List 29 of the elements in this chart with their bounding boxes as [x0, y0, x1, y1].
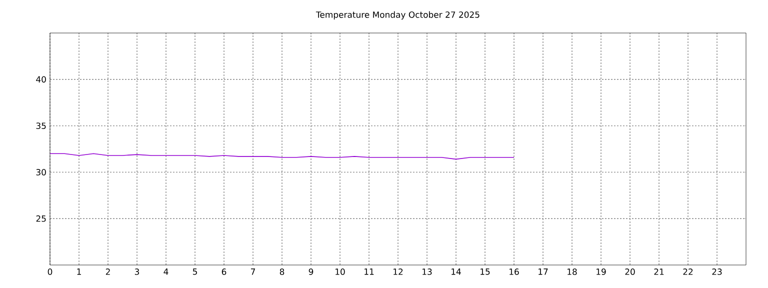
x-tick-label: 8 — [280, 268, 284, 275]
y-tick-label: 25 — [36, 215, 46, 222]
x-tick-label: 7 — [251, 268, 255, 275]
x-tick-label: 19 — [596, 268, 606, 275]
x-tick-label: 3 — [134, 268, 140, 275]
y-tick-label: 35 — [36, 122, 46, 130]
x-tick-label: 1 — [77, 268, 81, 275]
x-tick-label: 9 — [308, 268, 314, 275]
x-tick-label: 20 — [625, 268, 635, 275]
y-tick-label: 40 — [36, 76, 46, 83]
x-tick-label: 12 — [394, 268, 403, 275]
x-tick-label: 21 — [654, 268, 664, 275]
x-tick-label: 22 — [683, 268, 693, 275]
x-tick-label: 10 — [336, 268, 345, 275]
x-tick-label: 15 — [480, 268, 490, 275]
x-tick-label: 23 — [712, 268, 722, 275]
x-tick-label: 13 — [422, 268, 432, 275]
x-tick-label: 16 — [510, 268, 519, 275]
x-tick-label: 0 — [48, 268, 52, 275]
x-tick-label: 2 — [106, 268, 110, 275]
x-tick-label: 18 — [568, 268, 577, 275]
chart-title: Temperature Monday October 27 2025 — [316, 11, 480, 20]
x-tick-label: 14 — [452, 268, 461, 275]
x-tick-label: 11 — [364, 268, 374, 275]
x-tick-label: 4 — [164, 268, 168, 275]
x-tick-label: 5 — [192, 268, 197, 275]
x-tick-label: 17 — [538, 268, 548, 275]
y-tick-label: 30 — [36, 169, 46, 176]
x-tick-label: 6 — [222, 268, 226, 275]
